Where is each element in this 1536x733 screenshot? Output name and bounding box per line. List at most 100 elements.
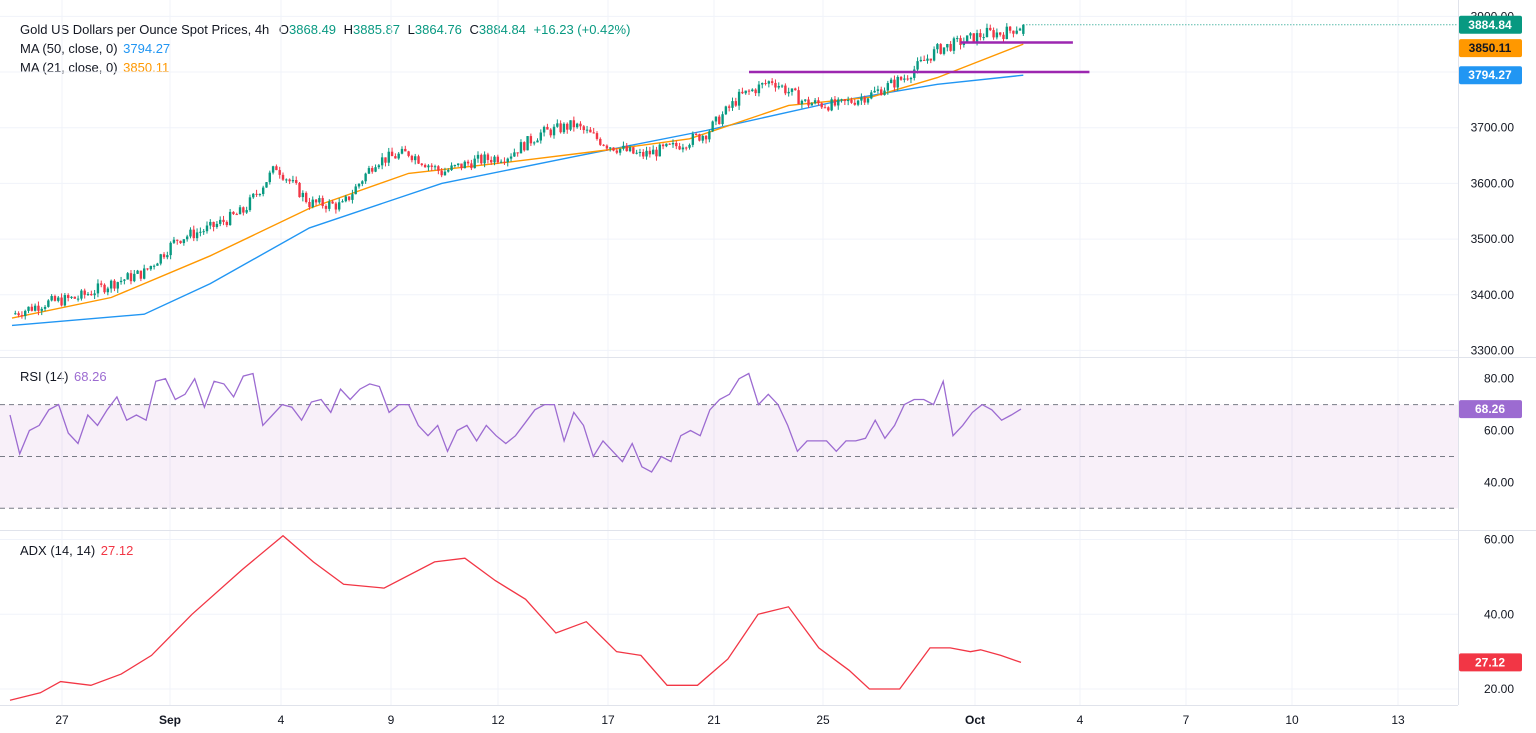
adx-badge-text: 27.12 — [1475, 655, 1505, 669]
candle-body-105 — [357, 183, 361, 187]
candle-body-94 — [321, 198, 324, 207]
candle-body-49 — [172, 239, 176, 243]
candle-body-82 — [281, 174, 285, 180]
candle-body-83 — [285, 179, 288, 181]
candle-body-33 — [119, 280, 123, 283]
candle-body-26 — [96, 283, 100, 294]
candle-body-156 — [526, 136, 529, 151]
candle-body-11 — [47, 300, 50, 307]
candle-body-206 — [691, 133, 695, 145]
candle-body-157 — [529, 136, 533, 144]
ma21-badge-box — [1459, 39, 1522, 58]
candle-body-296 — [989, 27, 992, 31]
candle-body-215 — [721, 114, 724, 125]
candle-body-298 — [995, 32, 999, 38]
adx-legend[interactable]: ADX (14, 14) 27.12 — [20, 543, 133, 558]
candle-body-255 — [853, 102, 856, 105]
candle-body-138 — [466, 161, 470, 164]
change-value: +16.23 (+0.42%) — [533, 22, 631, 37]
adx-tick-0: 60.00 — [1484, 532, 1514, 546]
candle-body-124 — [420, 163, 424, 165]
ma21-legend[interactable]: MA (21, close, 0) 3850.11 — [20, 60, 169, 75]
adx-badge-box — [1459, 653, 1522, 672]
candle-body-164 — [552, 126, 556, 136]
open-value: 3868.49 — [289, 22, 337, 37]
rsi-legend[interactable]: RSI (14) 68.26 — [20, 369, 107, 384]
candle-body-202 — [678, 146, 681, 150]
candle-body-128 — [433, 166, 437, 168]
candle-body-31 — [113, 280, 116, 289]
candle-body-21 — [80, 290, 83, 299]
candle-body-140 — [473, 158, 476, 169]
candle-body-149 — [503, 161, 506, 163]
candle-body-299 — [998, 32, 1002, 35]
time-tick-4: 12 — [491, 713, 505, 727]
candle-body-25 — [93, 293, 96, 296]
candle-body-150 — [506, 158, 509, 163]
candle-body-303 — [1012, 30, 1015, 34]
candle-body-125 — [423, 164, 427, 168]
rsi-line — [9, 372, 1022, 473]
candle-body-73 — [252, 193, 255, 198]
candle-body-213 — [714, 116, 718, 122]
candle-body-23 — [86, 293, 90, 295]
candle-body-17 — [66, 295, 70, 298]
candle-body-35 — [126, 273, 129, 280]
candle-body-70 — [242, 207, 245, 213]
candle-body-95 — [324, 206, 328, 209]
candle-body-41 — [146, 268, 149, 270]
price-candles — [14, 23, 1025, 320]
candle-body-283 — [946, 44, 949, 48]
candle-body-119 — [404, 148, 407, 152]
adx-label: ADX (14, 14) — [20, 543, 96, 558]
candle-body-57 — [199, 231, 202, 233]
candle-body-285 — [952, 38, 956, 51]
close-label: C — [469, 22, 479, 37]
candle-body-243 — [813, 100, 817, 104]
candle-body-269 — [899, 76, 903, 80]
candle-body-61 — [212, 221, 215, 227]
candle-body-52 — [182, 239, 186, 244]
candle-body-90 — [308, 202, 311, 208]
candle-body-170 — [572, 120, 576, 128]
candle-body-114 — [387, 151, 390, 163]
candle-body-160 — [539, 132, 542, 141]
candle-body-244 — [817, 100, 820, 104]
candle-body-267 — [893, 79, 896, 88]
candle-body-106 — [361, 181, 364, 184]
candle-body-224 — [751, 89, 754, 92]
candle-body-15 — [60, 297, 63, 306]
candle-body-258 — [863, 97, 866, 103]
candle-body-16 — [63, 295, 67, 306]
price-tick-4: 3500.00 — [1471, 232, 1515, 246]
candle-body-108 — [367, 168, 371, 174]
ma50-badge-box — [1459, 66, 1522, 85]
ma50-legend[interactable]: MA (50, close, 0) 3794.27 — [20, 41, 170, 56]
candle-body-13 — [53, 296, 57, 301]
candle-body-7 — [33, 305, 37, 311]
time-scale: 27 Sep 4 9 12 17 21 25 Oct 4 7 10 13 — [55, 713, 1405, 727]
candle-body-242 — [810, 103, 814, 106]
candle-body-302 — [1008, 26, 1012, 31]
candle-body-191 — [642, 152, 645, 157]
candle-body-295 — [985, 27, 989, 38]
candle-body-121 — [410, 155, 414, 161]
candle-body-187 — [628, 147, 632, 152]
candle-body-159 — [536, 140, 539, 143]
candle-body-129 — [437, 166, 440, 171]
high-value: 3885.87 — [353, 22, 401, 37]
candle-body-219 — [734, 101, 737, 106]
candle-body-281 — [939, 44, 942, 54]
candle-body-4 — [24, 310, 27, 317]
candle-body-153 — [516, 152, 519, 154]
candle-body-217 — [727, 106, 731, 108]
candle-body-46 — [162, 254, 166, 258]
candle-body-180 — [605, 145, 609, 149]
candle-body-168 — [566, 123, 569, 130]
candle-body-165 — [556, 123, 559, 127]
candle-body-78 — [268, 172, 271, 183]
candle-body-304 — [1015, 30, 1018, 34]
candle-body-196 — [658, 144, 661, 157]
rsi-pane — [0, 404, 1458, 509]
